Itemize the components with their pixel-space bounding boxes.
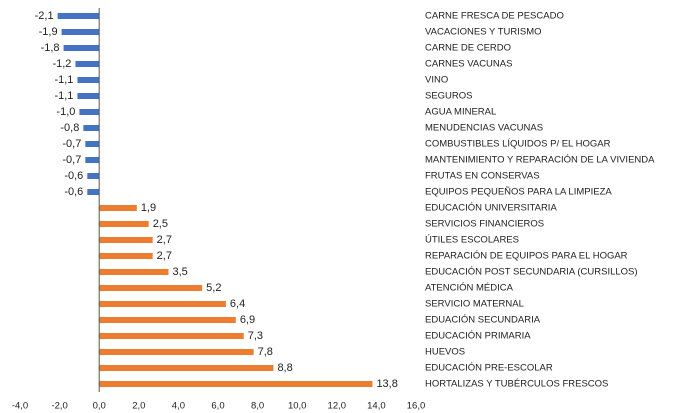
value-label: 1,9 [141,202,156,214]
bar [85,141,100,147]
x-tick-label: 6,0 [211,401,224,412]
value-label: -0,7 [62,138,81,150]
value-label: -1,8 [41,42,60,54]
bar [77,93,100,99]
bar [99,365,274,371]
value-label: 2,5 [153,218,168,230]
x-tick-label: -4,0 [12,401,28,412]
value-label: 8,8 [277,362,292,374]
category-label: ÚTILES ESCOLARES [425,235,519,246]
category-label: CARNE DE CERDO [425,43,511,54]
bar [63,45,100,51]
bar [99,285,203,291]
bar [77,77,100,83]
value-label: 13,8 [376,378,397,390]
bar [87,189,100,195]
value-label: -0,6 [64,170,83,182]
bar [79,109,100,115]
category-label: REPARACIÓN DE EQUIPOS PARA EL HOGAR [425,251,628,262]
value-label: 2,7 [157,250,172,262]
category-label: MENUDENCIAS VACUNAS [425,123,543,134]
x-tick-label: -2,0 [51,401,67,412]
bar [75,61,100,67]
category-label: HUEVOS [425,347,465,358]
x-tick-label: 16,0 [407,401,426,412]
category-label: VACACIONES Y TURISMO [425,27,542,38]
category-label: SEGUROS [425,91,473,102]
value-label: 7,8 [258,346,273,358]
category-label: EDUCACIÓN UNIVERSITARIA [425,203,557,214]
bar [61,29,100,35]
x-tick-label: 2,0 [132,401,145,412]
category-label: EQUIPOS PEQUEÑOS PARA LA LIMPIEZA [425,187,612,198]
value-label: 5,2 [206,282,221,294]
value-label: 6,4 [230,298,245,310]
bar [87,173,100,179]
bar [99,317,236,323]
bar [83,125,100,131]
value-label: -0,8 [60,122,79,134]
value-label: 3,5 [173,266,188,278]
bar [99,237,153,243]
bar [99,269,169,275]
x-tick-label: 10,0 [288,401,307,412]
bar [99,205,137,211]
bar [99,349,254,355]
category-label: MANTENIMIENTO Y REPARACIÓN DE LA VIVIEND… [425,155,655,166]
value-label: 6,9 [240,314,255,326]
category-label: FRUTAS EN CONSERVAS [425,171,540,182]
x-tick-label: 8,0 [251,401,264,412]
bar [85,157,100,163]
category-label: CARNE FRESCA DE PESCADO [425,11,564,22]
x-tick-label: 4,0 [172,401,185,412]
category-label: SERVICIO MATERNAL [425,299,524,310]
bar [99,253,153,259]
category-label: SERVICIOS FINANCIEROS [425,219,544,230]
category-label: VINO [425,75,448,86]
value-label: 7,3 [248,330,263,342]
x-tick-label: 14,0 [367,401,386,412]
value-label: 2,7 [157,234,172,246]
bar [99,381,373,387]
value-label: -1,2 [52,58,71,70]
category-label: COMBUSTIBLES LÍQUIDOS P/ EL HOGAR [425,139,611,150]
category-label: EDUCACIÓN PRE-ESCOLAR [425,363,553,374]
category-label: ATENCIÓN MÉDICA [425,283,514,294]
x-tick-label: 0,0 [93,401,106,412]
value-label: -2,1 [35,10,54,22]
category-label: CARNES VACUNAS [425,59,512,70]
value-label: -0,7 [62,154,81,166]
category-label: EDUCACIÓN PRIMARIA [425,331,531,342]
category-label: EDUCACIÓN POST SECUNDARIA (CURSILLOS) [425,267,638,278]
x-tick-label: 12,0 [328,401,347,412]
category-label: AGUA MINERAL [425,107,496,118]
category-label: EDUACIÓN SECUNDARIA [425,315,541,326]
bar [99,221,149,227]
value-label: -1,9 [39,26,58,38]
value-label: -1,1 [54,90,73,102]
category-label: HORTALIZAS Y TUBÉRCULOS FRESCOS [425,379,608,390]
bar [99,301,226,307]
bar [99,333,244,339]
value-label: -0,6 [64,186,83,198]
value-label: -1,1 [54,74,73,86]
bar [57,13,100,19]
value-label: -1,0 [56,106,75,118]
